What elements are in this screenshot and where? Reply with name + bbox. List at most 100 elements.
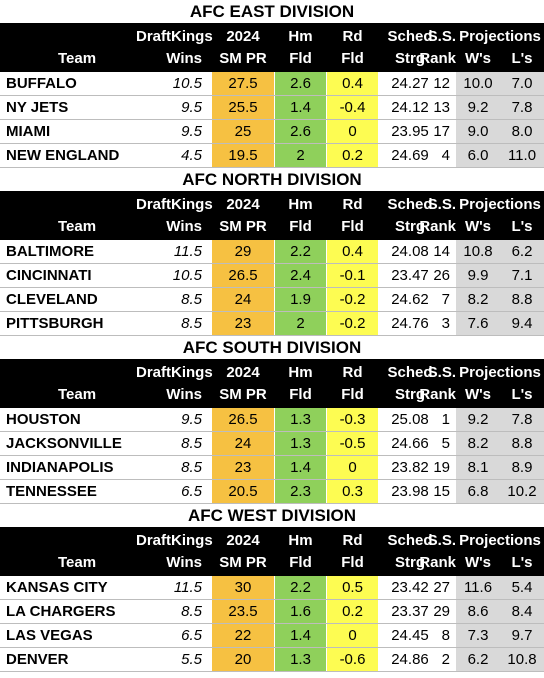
- schedule-strength-cell: 24.76: [391, 315, 429, 332]
- ss-rank-cell: 2: [441, 651, 450, 668]
- draftkings-wins: 4.5: [181, 147, 202, 164]
- road-field-cell: 0.4: [327, 240, 378, 263]
- projected-wins-cell: 9.2: [456, 96, 500, 119]
- road-field-cell: -0.5: [327, 432, 378, 455]
- draftkings-wins: 9.5: [181, 99, 202, 116]
- header-projections: Projections: [459, 364, 541, 381]
- header-rd: Rd: [342, 532, 363, 549]
- draftkings-wins: 11.5: [173, 243, 202, 260]
- projected-losses-cell: 10.8: [500, 648, 544, 671]
- sm-pr-cell: 23: [212, 456, 274, 479]
- home-field-cell: 1.4: [275, 96, 326, 119]
- schedule-strength-cell: 23.37: [391, 603, 429, 620]
- header-rd-fld: Fld: [341, 50, 364, 67]
- sm-pr-cell: 20: [212, 648, 274, 671]
- projected-losses-cell: 7.1: [500, 264, 544, 287]
- header-year: 2024: [226, 364, 260, 381]
- team-name: PITTSBURGH: [6, 315, 104, 332]
- home-field-cell: 2: [275, 144, 326, 167]
- projected-losses-cell: 8.8: [500, 432, 544, 455]
- team-name: BALTIMORE: [6, 243, 95, 260]
- division-block-2: AFC NORTH DIVISION DraftKings Wins Team …: [0, 168, 544, 336]
- ss-rank-cell: 7: [441, 291, 450, 308]
- header-hm: Hm: [288, 364, 313, 381]
- projected-losses-cell: 7.0: [500, 72, 544, 95]
- table-row: NY JETS 9.5 25.5 1.4 -0.4 24.12 13 9.2 7…: [0, 96, 544, 120]
- road-field-cell: 0: [327, 456, 378, 479]
- table-row: KANSAS CITY 11.5 30 2.2 0.5 23.42 27 11.…: [0, 576, 544, 600]
- draftkings-wins: 10.5: [172, 75, 202, 92]
- team-name: NEW ENGLAND: [6, 147, 120, 164]
- projected-wins-cell: 7.3: [456, 624, 500, 647]
- road-field-cell: 0.3: [327, 480, 378, 503]
- ss-rank-cell: 13: [433, 99, 450, 116]
- projected-wins-cell: 9.0: [456, 120, 500, 143]
- header-ls: L's: [511, 386, 533, 403]
- header-ls: L's: [511, 554, 533, 571]
- sm-pr-cell: 20.5: [212, 480, 274, 503]
- header-ss: S.S.: [427, 532, 456, 549]
- ss-rank-cell: 27: [433, 579, 450, 596]
- projected-wins-cell: 6.2: [456, 648, 500, 671]
- table-row: MIAMI 9.5 25 2.6 0 23.95 17 9.0 8.0: [0, 120, 544, 144]
- draftkings-wins: 6.5: [181, 483, 202, 500]
- home-field-cell: 2.3: [275, 480, 326, 503]
- header-draftkings: DraftKings: [136, 28, 213, 45]
- projected-losses-cell: 8.9: [500, 456, 544, 479]
- home-field-cell: 1.3: [275, 432, 326, 455]
- road-field-cell: -0.2: [327, 288, 378, 311]
- header-ws: W's: [464, 386, 492, 403]
- road-field-cell: -0.3: [327, 408, 378, 431]
- team-name: HOUSTON: [6, 411, 81, 428]
- schedule-strength-cell: 24.45: [391, 627, 429, 644]
- home-field-cell: 1.6: [275, 600, 326, 623]
- column-header: DraftKings Wins Team 2024 SM PR Hm Fld R…: [0, 359, 544, 408]
- table-row: LA CHARGERS 8.5 23.5 1.6 0.2 23.37 29 8.…: [0, 600, 544, 624]
- division-title: AFC NORTH DIVISION: [0, 168, 544, 191]
- projected-wins-cell: 8.2: [456, 288, 500, 311]
- header-hm-fld: Fld: [289, 50, 312, 67]
- sm-pr-cell: 30: [212, 576, 274, 599]
- draftkings-wins: 6.5: [181, 627, 202, 644]
- header-smpr: SM PR: [219, 386, 267, 403]
- home-field-cell: 2.4: [275, 264, 326, 287]
- projected-losses-cell: 9.4: [500, 312, 544, 335]
- header-sched: Sched: [387, 532, 433, 549]
- projected-wins-cell: 6.0: [456, 144, 500, 167]
- team-name: LAS VEGAS: [6, 627, 93, 644]
- ss-rank-cell: 26: [433, 267, 450, 284]
- schedule-strength-cell: 24.08: [391, 243, 429, 260]
- header-hm: Hm: [288, 532, 313, 549]
- table-row: BALTIMORE 11.5 29 2.2 0.4 24.08 14 10.8 …: [0, 240, 544, 264]
- home-field-cell: 2.6: [275, 72, 326, 95]
- home-field-cell: 1.4: [275, 456, 326, 479]
- home-field-cell: 2.2: [275, 576, 326, 599]
- road-field-cell: 0.2: [327, 144, 378, 167]
- projected-wins-cell: 9.9: [456, 264, 500, 287]
- sm-pr-cell: 25: [212, 120, 274, 143]
- schedule-strength-cell: 23.47: [391, 267, 429, 284]
- home-field-cell: 2.6: [275, 120, 326, 143]
- home-field-cell: 1.4: [275, 624, 326, 647]
- draftkings-wins: 11.5: [173, 579, 202, 596]
- sm-pr-cell: 24: [212, 288, 274, 311]
- table-row: PITTSBURGH 8.5 23 2 -0.2 24.76 3 7.6 9.4: [0, 312, 544, 336]
- ss-rank-cell: 3: [441, 315, 450, 332]
- projected-losses-cell: 7.8: [500, 408, 544, 431]
- division-title: AFC EAST DIVISION: [0, 0, 544, 23]
- ss-rank-cell: 29: [433, 603, 450, 620]
- header-rd: Rd: [342, 196, 363, 213]
- draftkings-wins: 8.5: [181, 291, 202, 308]
- header-rd-fld: Fld: [341, 386, 364, 403]
- schedule-strength-cell: 25.08: [391, 411, 429, 428]
- team-name: CINCINNATI: [6, 267, 92, 284]
- table-row: CLEVELAND 8.5 24 1.9 -0.2 24.62 7 8.2 8.…: [0, 288, 544, 312]
- sm-pr-cell: 19.5: [212, 144, 274, 167]
- header-draftkings: DraftKings: [136, 196, 213, 213]
- header-projections: Projections: [459, 532, 541, 549]
- ss-rank-cell: 1: [441, 411, 450, 428]
- header-hm-fld: Fld: [289, 554, 312, 571]
- home-field-cell: 1.3: [275, 408, 326, 431]
- header-hm-fld: Fld: [289, 386, 312, 403]
